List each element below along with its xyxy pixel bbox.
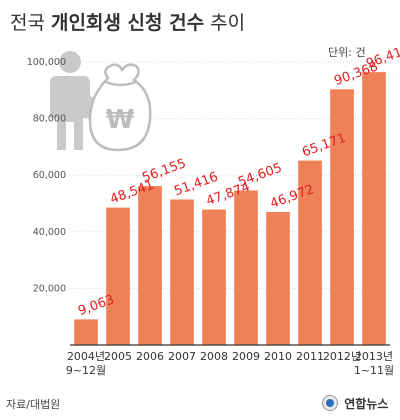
bar <box>202 209 226 345</box>
x-tick-label: 2006 <box>136 350 164 363</box>
source-label: 자료/대법원 <box>6 398 61 411</box>
money-bag-icon <box>88 63 152 152</box>
bar <box>234 190 258 345</box>
bar <box>298 160 322 345</box>
x-tick-label: 2008 <box>200 350 228 363</box>
won-sign-icon: ₩ <box>106 105 135 135</box>
value-label: 54,605 <box>236 161 284 191</box>
bar <box>74 319 98 345</box>
x-tick-label: 2004년 <box>67 350 105 363</box>
bar <box>106 207 130 345</box>
brand-name: 연합뉴스 <box>344 397 389 411</box>
bar <box>266 212 290 345</box>
title-prefix: 전국 <box>10 12 45 34</box>
title-emphasis: 개인회생 신청 건수 <box>51 12 205 34</box>
bar <box>138 186 162 345</box>
title-suffix: 추이 <box>210 12 246 34</box>
person-body-icon <box>50 76 90 150</box>
chart-title: 전국 개인회생 신청 건수 추이 <box>10 8 245 35</box>
y-tick-label: 40,000 <box>33 227 66 238</box>
x-tick-label: 1~11월 <box>354 364 394 377</box>
bar <box>362 72 386 345</box>
person-head-icon <box>59 51 81 73</box>
bar <box>170 199 194 345</box>
unit-label: 단위: 건 <box>328 46 366 59</box>
y-tick-label: 20,000 <box>33 283 66 294</box>
x-tick-label: 9~12월 <box>66 364 106 377</box>
x-tick-label: 2009 <box>232 350 260 363</box>
axis-layer: 20,000 40,000 60,000 80,000 100,000 2004년9~12… <box>27 57 394 377</box>
x-tick-label: 2013년 <box>355 350 393 363</box>
bars-layer <box>74 72 386 345</box>
brand-mark-icon <box>322 395 338 411</box>
y-tick-label: 80,000 <box>33 114 66 125</box>
value-label: 96,412 <box>364 42 400 72</box>
x-tick-label: 2010 <box>264 350 292 363</box>
x-tick-label: 2005 <box>104 350 132 363</box>
y-tick-label: 60,000 <box>33 170 66 181</box>
x-tick-label: 2011 <box>296 350 324 363</box>
money-bag-tie-icon <box>105 80 137 87</box>
x-tick-label: 2007 <box>168 350 196 363</box>
bar <box>330 89 354 345</box>
person-money-bag-illustration: ₩ <box>50 51 152 152</box>
x-tick-label: 2012년 <box>323 350 361 363</box>
brand-logo: 연합뉴스 <box>322 395 388 412</box>
y-tick-label: 100,000 <box>27 57 66 68</box>
grid-layer <box>70 61 390 289</box>
